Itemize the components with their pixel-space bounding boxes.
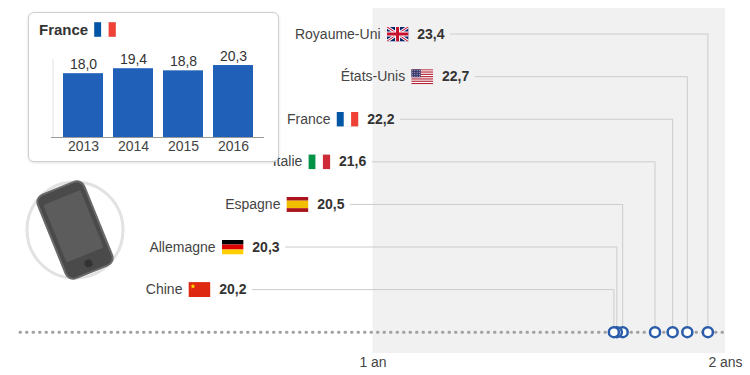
svg-text:20,2: 20,2 — [219, 281, 246, 297]
svg-text:2 ans: 2 ans — [708, 354, 742, 370]
svg-text:18,8: 18,8 — [170, 53, 197, 69]
svg-text:21,6: 21,6 — [339, 153, 366, 169]
svg-text:2015: 2015 — [168, 138, 199, 154]
svg-text:2014: 2014 — [118, 138, 149, 154]
svg-text:20,3: 20,3 — [252, 238, 279, 254]
html-text:France: France — [39, 21, 89, 38]
svg-text:Espagne: Espagne — [225, 196, 280, 212]
svg-text:23,4: 23,4 — [417, 26, 444, 42]
svg-text:Royaume-Uni: Royaume-Uni — [295, 26, 381, 42]
svg-text:1 an: 1 an — [359, 354, 386, 370]
svg-text:2013: 2013 — [68, 138, 99, 154]
svg-text:Chine: Chine — [146, 281, 183, 297]
svg-text:Italie: Italie — [272, 153, 303, 170]
svg-text:20,3: 20,3 — [220, 48, 247, 64]
svg-text:22,7: 22,7 — [442, 68, 469, 84]
svg-text:Allemagne: Allemagne — [149, 238, 215, 254]
svg-text:France: France — [287, 111, 331, 127]
svg-text:20,5: 20,5 — [317, 196, 344, 212]
svg-text:États-Unis: États-Unis — [341, 68, 406, 84]
svg-text:18,0: 18,0 — [70, 56, 97, 72]
svg-text:19,4: 19,4 — [120, 51, 147, 67]
svg-text:2016: 2016 — [218, 138, 249, 154]
svg-text:22,2: 22,2 — [367, 111, 394, 127]
